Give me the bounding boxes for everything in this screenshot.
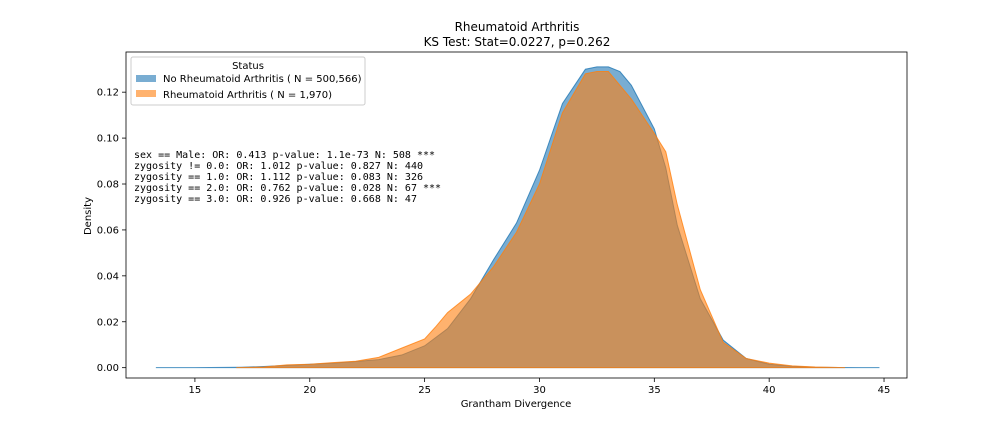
y-axis-label: Density [83,197,94,235]
annotation-block: sex == Male: OR: 0.413 p-value: 1.1e-73 … [134,150,441,205]
y-tick-label: 0.00 [97,363,119,374]
x-tick-label: 45 [878,385,891,396]
x-axis: 15 20 25 30 35 40 45 [189,378,891,396]
annotation-line: zygosity != 0.0: OR: 1.012 p-value: 0.82… [134,161,423,172]
y-axis: 0.00 0.02 0.04 0.06 0.08 0.10 0.12 [97,88,126,374]
plot-frame [125,51,908,379]
legend-label: Rheumatoid Arthritis ( N = 1,970) [163,90,332,101]
y-tick-label: 0.02 [97,317,119,328]
chart-subtitle: KS Test: Stat=0.0227, p=0.262 [424,35,611,49]
legend-swatch [136,75,156,82]
annotation-line: zygosity == 2.0: OR: 0.762 p-value: 0.02… [134,183,441,194]
x-tick-label: 30 [533,385,546,396]
y-tick-label: 0.12 [97,88,119,99]
legend-label: No Rheumatoid Arthritis ( N = 500,566) [163,74,362,85]
legend: Status No Rheumatoid Arthritis ( N = 500… [130,56,366,106]
x-tick-label: 15 [189,385,202,396]
legend-swatch [136,90,156,97]
y-tick-label: 0.04 [97,271,119,282]
y-tick-label: 0.06 [97,225,119,236]
x-tick-label: 20 [303,385,316,396]
y-tick-label: 0.10 [97,134,119,145]
legend-box [130,56,366,106]
y-tick-label: 0.08 [97,180,119,191]
x-tick-label: 35 [648,385,661,396]
x-tick-label: 40 [763,385,776,396]
chart-title: Rheumatoid Arthritis [455,20,580,34]
density-area-1 [236,71,845,369]
plot-areas [155,66,880,369]
annotation-line: zygosity == 1.0: OR: 1.112 p-value: 0.08… [134,172,423,183]
annotation-line: zygosity == 3.0: OR: 0.926 p-value: 0.66… [134,194,417,205]
x-tick-label: 25 [418,385,431,396]
legend-title: Status [232,61,264,72]
x-axis-label: Grantham Divergence [461,399,572,410]
annotation-line: sex == Male: OR: 0.413 p-value: 1.1e-73 … [134,150,435,161]
